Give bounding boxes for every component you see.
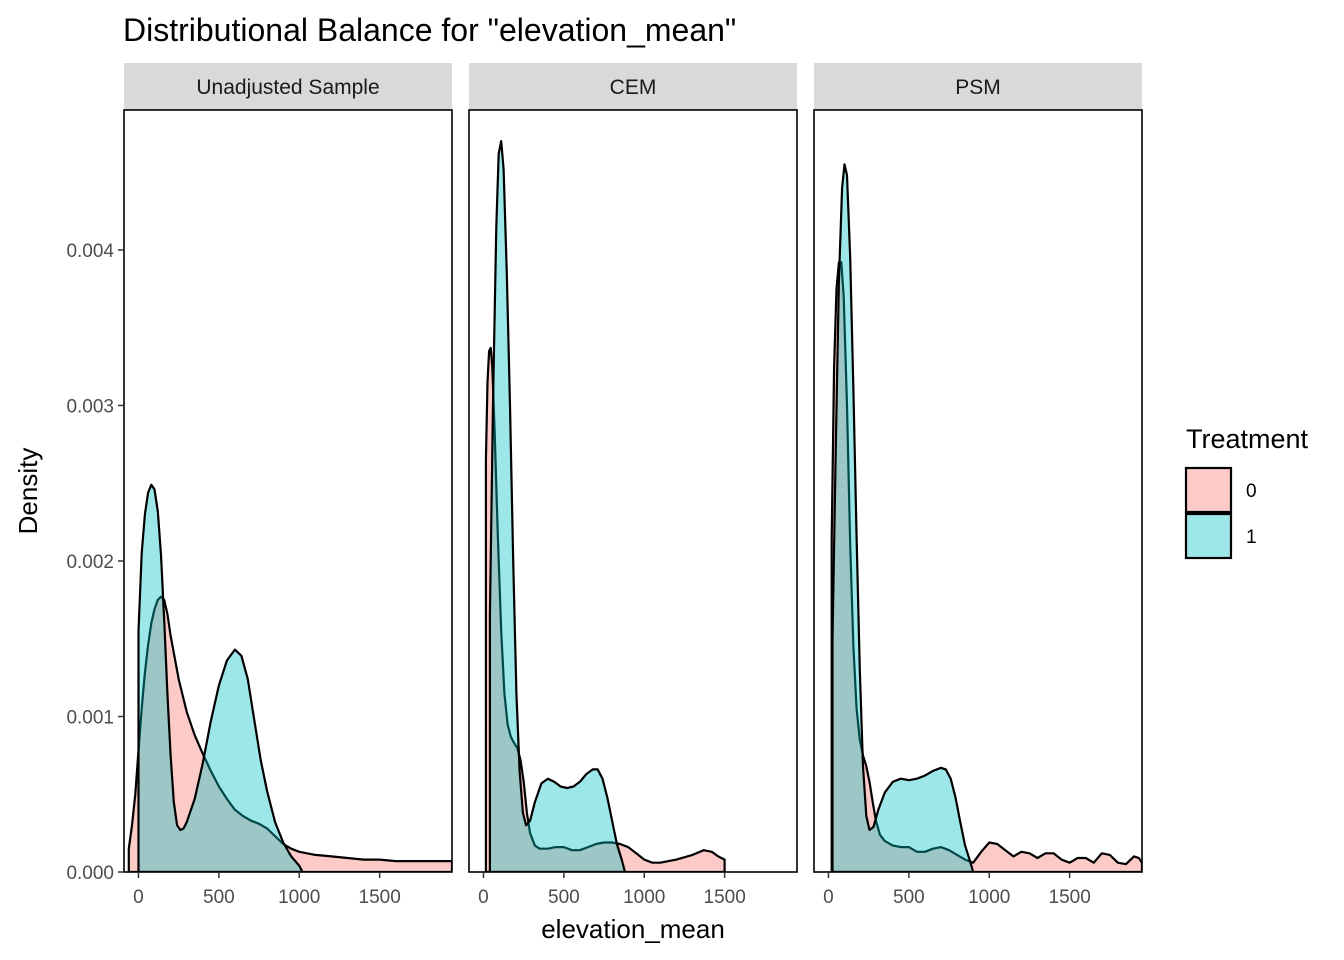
y-tick-label: 0.001 [66,707,114,728]
x-tick-label: 1500 [359,887,401,908]
legend-label-1: 1 [1246,527,1257,548]
facet-panels: Unadjusted Sample 0 500 1000 1500 CEM 0 500 1000… [123,63,1143,908]
x-axis-title: elevation_mean [541,914,725,944]
x-tick-label: 1000 [623,887,665,908]
density-area-treatment-0 [484,346,726,872]
y-axis: 0.000 0.001 0.002 0.003 0.004 [66,241,124,884]
legend-key-0 [1184,466,1233,514]
density-layers [830,163,1142,872]
panel-cem: CEM 0 500 1000 1500 [468,63,798,908]
density-area-treatment-0 [127,595,452,872]
x-tick-label: 0 [478,887,489,908]
legend: Treatment 0 1 [1184,424,1309,560]
y-tick-label: 0.000 [66,863,114,884]
plot-background [124,110,452,872]
x-tick-label: 500 [893,887,925,908]
facet-strip-label: CEM [610,76,657,99]
y-tick-label: 0.003 [66,396,114,417]
panel-unadjusted-sample: Unadjusted Sample 0 500 1000 1500 [123,63,453,908]
density-layers [127,483,452,872]
panel-border [468,109,798,873]
x-tick-label: 1500 [704,887,746,908]
x-tick-label: 500 [548,887,580,908]
density-area-treatment-1 [137,483,304,872]
plot-background [469,110,797,872]
chart-title: Distributional Balance for "elevation_me… [123,12,736,48]
y-axis-title: Density [13,448,43,535]
density-area-treatment-1 [488,140,627,872]
x-tick-label: 500 [203,887,235,908]
density-area-treatment-1 [831,163,975,872]
panel-border [813,109,1143,873]
facet-strip-label: PSM [955,76,1001,99]
facet-strip [124,63,452,110]
plot-background [814,110,1142,872]
density-area-treatment-0 [830,261,1142,872]
facet-strip [469,63,797,110]
x-tick-label: 1500 [1049,887,1091,908]
x-tick-label: 1000 [278,887,320,908]
panel-psm: PSM 0 500 1000 1500 [813,63,1143,908]
x-tick-label: 0 [823,887,834,908]
legend-label-0: 0 [1246,481,1257,502]
facet-strip [814,63,1142,110]
x-tick-label: 0 [133,887,144,908]
panel-border [123,109,453,873]
y-tick-label: 0.002 [66,552,114,573]
legend-title: Treatment [1186,424,1309,454]
density-layers [484,140,726,872]
x-tick-label: 1000 [968,887,1010,908]
facet-strip-label: Unadjusted Sample [196,76,379,99]
legend-key-1 [1184,512,1233,560]
y-tick-label: 0.004 [66,241,114,262]
